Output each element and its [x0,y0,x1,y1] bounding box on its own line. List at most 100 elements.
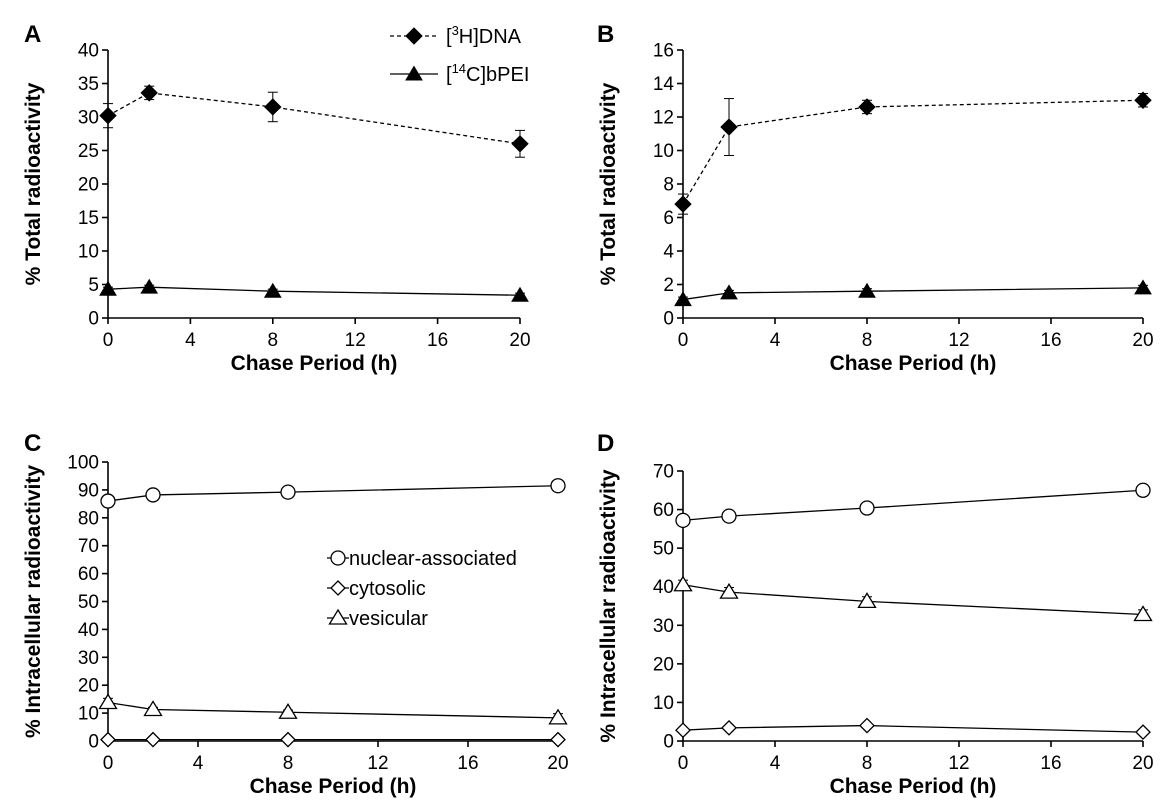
y-tick-label: 10 [653,141,674,162]
data-point [1134,91,1152,109]
y-tick-label: 30 [78,108,99,129]
x-tick-label: 4 [193,753,204,774]
y-tick-label: 10 [78,704,99,725]
data-point [98,693,118,710]
legend-item: cytosolic [327,578,426,600]
y-tick-label: 2 [663,275,674,296]
legend-label-part: C]bPEI [466,64,529,86]
series-vesicular [673,575,1153,622]
data-point [859,717,875,734]
x-tick-label: 8 [283,753,294,774]
y-tick-label: 16 [653,41,674,62]
y-tick-label: 14 [653,74,675,95]
panel-c: C 0 10 20 30 40 50 60 70 80 90 100 0 4 8 12 16 20 Chase Pe… [22,430,569,798]
legend-label: nuclear-associated [349,548,517,570]
data-point [859,500,875,516]
y-tick-label: 100 [67,453,99,474]
y-tick-label: 0 [663,309,674,330]
series-3h-dna [99,84,529,158]
data-point [511,135,529,153]
panel-label: C [24,430,41,457]
legend-marker [330,580,346,596]
series-line [682,724,1144,733]
y-tick-label: 40 [653,577,674,598]
data-point [1133,605,1153,622]
legend-label-sup: 14 [452,61,466,76]
y-tick-label: 90 [78,480,99,501]
data-point [100,493,116,509]
data-point [673,575,693,592]
legend: nuclear-associated cytosolic vesicular [327,548,517,630]
series-line [682,287,1144,301]
data-point [719,582,739,599]
series-3h-dna [674,91,1152,215]
y-tick-label: 10 [653,693,674,714]
legend-label: [3H]DNA [446,23,522,48]
legend-marker [405,65,423,81]
data-point [264,98,282,116]
panel-b: B 0 2 4 6 8 10 12 14 16 0 4 8 12 16 20 Chase Period (h)%… [597,21,1154,375]
y-tick-label: 6 [663,208,674,229]
legend-item: vesicular [327,608,428,630]
x-tick-label: 16 [457,753,478,774]
y-tick-label: 50 [653,539,674,560]
y-tick-label: 20 [78,676,99,697]
series-nuclear-associated [100,478,566,509]
x-tick-label: 12 [367,753,388,774]
y-tick-label: 5 [88,275,99,296]
y-tick-label: 12 [653,108,674,129]
data-point [1134,279,1152,295]
data-point [857,592,877,609]
y-tick-label: 8 [663,175,674,196]
data-point [100,731,116,748]
legend-label-part: H]DNA [459,26,522,48]
data-point [1135,724,1151,741]
y-tick-label: 0 [663,732,674,753]
legend: [3H]DNA[14C]bPEI [390,23,529,86]
panel-a: A 0 5 10 15 20 25 30 35 40 0 4 8 12 16 20 Chase Period (… [22,21,531,375]
series-vesicular [98,693,568,725]
x-axis-title: Chase Period (h) [830,775,997,798]
panel-label: A [24,21,41,48]
x-tick-label: 16 [427,330,448,351]
data-point [511,286,529,302]
series-line [682,489,1144,522]
data-point [675,722,691,739]
data-point [550,731,566,748]
data-point [674,195,692,213]
data-point [674,291,692,307]
x-tick-label: 20 [547,753,568,774]
legend-marker [405,27,423,45]
legend-label: cytosolic [349,578,426,600]
y-tick-label: 80 [78,508,99,529]
data-point [720,284,738,300]
x-tick-label: 0 [678,330,689,351]
y-tick-label: 35 [78,74,99,95]
legend-marker [330,550,346,566]
y-tick-label: 10 [78,242,99,263]
y-tick-label: 70 [78,536,99,557]
x-tick-label: 12 [948,330,969,351]
x-tick-label: 16 [1040,330,1061,351]
series-line [107,485,559,502]
series-14c-bpei [99,278,529,302]
series-line [107,92,521,145]
legend-label: vesicular [349,608,428,630]
x-axis-title: Chase Period (h) [250,775,417,798]
y-tick-label: 0 [88,309,99,330]
series-line [107,701,559,719]
y-tick-label: 30 [78,648,99,669]
x-tick-label: 0 [103,330,114,351]
data-point [280,731,296,748]
y-tick-label: 60 [653,500,674,521]
y-axis-title: % Total radioactivity [597,82,620,285]
data-point [721,508,737,524]
data-point [550,478,566,494]
data-point [720,118,738,136]
data-point [140,278,159,294]
x-axis-title: Chase Period (h) [830,352,997,375]
x-tick-label: 16 [1040,753,1061,774]
data-point [99,106,117,125]
y-tick-label: 70 [653,462,674,483]
